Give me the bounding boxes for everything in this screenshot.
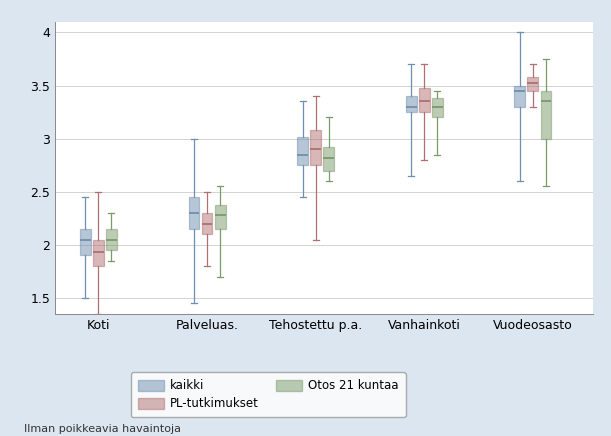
Bar xyxy=(419,88,430,112)
Bar xyxy=(189,197,199,229)
Bar xyxy=(202,213,213,234)
Bar xyxy=(214,204,225,229)
Bar xyxy=(297,136,308,165)
Bar xyxy=(432,98,443,117)
Bar xyxy=(106,229,117,250)
Bar xyxy=(80,229,91,255)
Legend: kaikki, PL-tutkimukset, Otos 21 kuntaa: kaikki, PL-tutkimukset, Otos 21 kuntaa xyxy=(131,372,406,417)
Bar xyxy=(310,130,321,165)
Bar xyxy=(514,85,525,107)
Bar xyxy=(323,147,334,170)
Bar xyxy=(406,96,417,112)
Text: Ilman poikkeavia havaintoja: Ilman poikkeavia havaintoja xyxy=(24,424,181,434)
Bar xyxy=(93,239,104,266)
Bar xyxy=(527,77,538,91)
Bar xyxy=(541,91,551,139)
